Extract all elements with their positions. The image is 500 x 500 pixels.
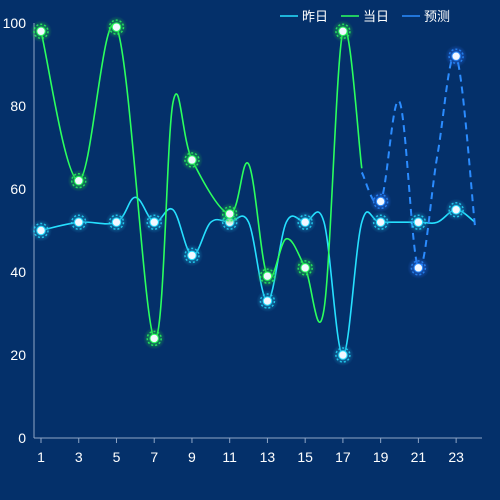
data-point-marker[interactable] (67, 169, 90, 192)
series-line-0 (40, 196, 476, 356)
y-tick-label: 0 (18, 430, 26, 446)
y-tick-label: 100 (3, 15, 27, 31)
y-tick-label: 40 (10, 264, 26, 280)
data-point-marker[interactable] (331, 344, 354, 366)
x-tick-label: 15 (297, 449, 313, 465)
data-point-marker[interactable] (30, 20, 52, 43)
x-tick-label: 11 (222, 449, 237, 465)
series-markers (30, 16, 468, 366)
data-point-marker[interactable] (294, 211, 317, 234)
y-tick-label: 80 (10, 98, 26, 114)
x-tick-label: 7 (150, 449, 158, 465)
legend-item[interactable]: 昨日 (280, 9, 328, 24)
legend-label: 预测 (424, 9, 450, 24)
data-point-marker[interactable] (105, 211, 128, 234)
series-line-2 (360, 53, 476, 270)
x-tick-label: 21 (411, 449, 427, 465)
x-tick-label: 1 (37, 449, 45, 465)
data-point-marker[interactable] (180, 244, 203, 267)
legend-item[interactable]: 当日 (341, 9, 389, 24)
data-point-marker[interactable] (369, 211, 392, 234)
legend[interactable]: 昨日 当日 预测 (280, 9, 450, 24)
legend-label: 当日 (363, 9, 389, 24)
data-point-marker[interactable] (445, 45, 468, 68)
x-tick-label: 3 (75, 449, 83, 465)
data-point-marker[interactable] (67, 211, 90, 234)
data-point-marker[interactable] (105, 16, 128, 39)
data-point-marker[interactable] (445, 198, 468, 221)
data-point-marker[interactable] (30, 219, 52, 242)
data-point-marker[interactable] (407, 211, 430, 234)
data-point-marker[interactable] (369, 190, 392, 213)
data-point-marker[interactable] (256, 265, 279, 288)
legend-item[interactable]: 预测 (402, 9, 450, 24)
data-point-marker[interactable] (256, 290, 279, 313)
y-tick-label: 60 (10, 181, 26, 197)
y-tick-label: 20 (10, 347, 26, 363)
data-point-marker[interactable] (143, 211, 166, 234)
data-point-marker[interactable] (180, 148, 203, 171)
x-tick-label: 13 (260, 449, 276, 465)
data-point-marker[interactable] (331, 20, 354, 43)
data-point-marker[interactable] (294, 256, 317, 279)
data-point-marker[interactable] (218, 202, 241, 225)
x-tick-label: 9 (188, 449, 196, 465)
x-tick-label: 17 (335, 449, 351, 465)
data-point-marker[interactable] (143, 327, 166, 350)
x-tick-label: 19 (373, 449, 389, 465)
legend-label: 昨日 (302, 9, 328, 24)
x-tick-label: 5 (113, 449, 121, 465)
data-point-marker[interactable] (407, 256, 430, 279)
x-tick-label: 23 (448, 449, 464, 465)
